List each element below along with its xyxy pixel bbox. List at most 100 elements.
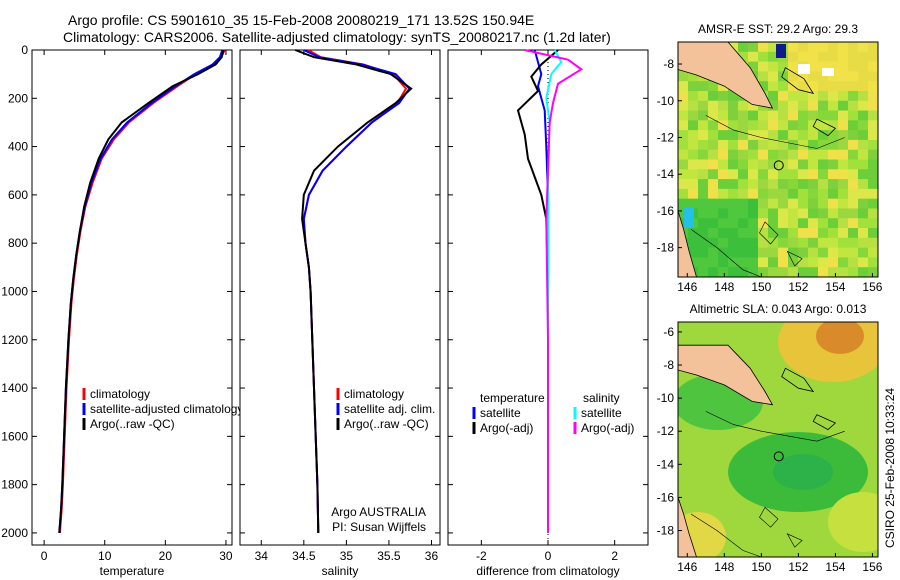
sst-cell [768, 228, 779, 239]
sst-cell [688, 237, 699, 249]
sst-cell [778, 169, 789, 180]
sst-cell [708, 208, 719, 219]
map-title: AMSR-E SST: 29.2 Argo: 29.3 [698, 22, 858, 36]
sst-cell [848, 81, 859, 92]
sst-cell [728, 179, 739, 190]
figure-title-line1: Argo profile: CS 5901610_35 15-Feb-2008 … [68, 12, 534, 28]
sst-cell [698, 139, 709, 151]
map-panel-sla: Altimetric SLA: 0.043 Argo: 0.013 146 148 1… [657, 302, 883, 574]
sst-cell [798, 188, 809, 200]
map-xtick-label: 146 [677, 560, 697, 574]
island-outline [812, 118, 837, 137]
sst-cell [838, 257, 849, 268]
difference-legend-label: Argo(-adj) [581, 421, 634, 435]
sst-cell [788, 51, 799, 63]
sla-peak-region [816, 322, 864, 354]
sst-cell [848, 188, 859, 200]
sst-cell [778, 198, 789, 209]
salinity-series-argo-raw-qc- [294, 49, 413, 533]
sst-cell [758, 169, 769, 180]
sst-cell [838, 100, 849, 112]
sst-cell [858, 247, 869, 258]
sst-cell [818, 247, 829, 258]
sst-cell [838, 51, 849, 63]
sst-cell [828, 110, 839, 121]
sst-cell [768, 188, 779, 200]
sst-cell [798, 120, 809, 131]
sst-cell [808, 71, 819, 82]
sst-cell [868, 237, 878, 249]
sst-cell [678, 71, 689, 82]
sst-cell [698, 228, 709, 239]
sst-cell [768, 81, 779, 92]
shelf-contour [705, 411, 845, 442]
sst-cell [858, 257, 869, 268]
salinity-xtick-label: 34 [255, 549, 269, 563]
sst-cell [768, 110, 779, 121]
sst-cell [738, 257, 749, 268]
map-ytick-label: -10 [657, 391, 675, 405]
sst-cell [738, 120, 749, 131]
sst-cell [778, 218, 789, 229]
argo-position-marker [773, 160, 784, 171]
sst-cell [788, 149, 799, 160]
sst-cell [738, 218, 749, 229]
sst-cell [798, 237, 809, 249]
sst-cell [798, 81, 809, 92]
sst-cell [688, 198, 699, 209]
sst-cell [788, 208, 799, 219]
sst-cell [698, 208, 709, 219]
sst-cell [748, 159, 759, 170]
sst-cell [868, 81, 878, 92]
sst-cell [778, 179, 789, 190]
sst-cell [768, 267, 779, 277]
map-panel-sst: AMSR-E SST: 29.2 Argo: 29.3 146 148 150 152 1… [657, 22, 883, 294]
sst-cell [818, 51, 829, 63]
sst-cell [678, 169, 689, 180]
sst-cell [688, 100, 699, 112]
sst-cell [678, 218, 689, 229]
sst-cell [818, 188, 829, 200]
sst-missing-patch [798, 64, 810, 74]
sst-cell [808, 218, 819, 229]
sst-cell [828, 218, 839, 229]
sst-cell [738, 228, 749, 239]
map-ytick-label: -6 [663, 325, 674, 339]
sst-cell [738, 100, 749, 112]
sst-cell [788, 198, 799, 209]
sst-cell [808, 198, 819, 209]
sst-cell [748, 110, 759, 121]
sst-cell [818, 90, 829, 102]
sst-cell [848, 247, 859, 258]
map-frame [677, 321, 879, 558]
salinity-legend-label: satellite adj. clim. [344, 402, 435, 416]
sst-cell [848, 42, 859, 53]
sst-cell [738, 159, 749, 170]
sst-cell [698, 179, 709, 190]
sst-cell [728, 159, 739, 170]
sst-cell [858, 188, 869, 200]
sst-cell [808, 149, 819, 160]
difference-legend-label: satellite [480, 406, 521, 420]
sst-cell [818, 159, 829, 170]
sst-cell [718, 188, 729, 200]
sst-cell [678, 90, 689, 102]
map-ytick-label: -12 [657, 424, 675, 438]
sst-cell [738, 247, 749, 258]
map-ytick-label: -18 [657, 524, 675, 538]
sst-cell [778, 61, 789, 72]
sst-cell [838, 188, 849, 200]
sst-cell [778, 267, 789, 277]
sst-cell [688, 247, 699, 258]
sst-cell [848, 51, 859, 63]
sst-cell [788, 228, 799, 239]
sst-cell [768, 179, 779, 190]
sst-cell [708, 139, 719, 151]
sst-cell [688, 257, 699, 268]
sst-cell [808, 120, 819, 131]
sst-cell [758, 110, 769, 121]
sst-cell [698, 218, 709, 229]
temperature-xlabel: temperature [100, 564, 165, 578]
sst-cell [818, 218, 829, 229]
sst-cell [708, 120, 719, 131]
